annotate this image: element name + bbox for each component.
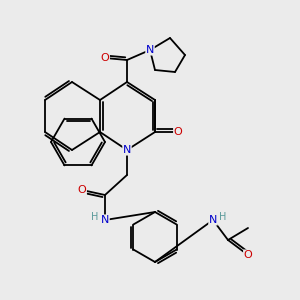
Text: H: H bbox=[219, 212, 227, 222]
Text: O: O bbox=[100, 53, 109, 63]
Text: N: N bbox=[123, 145, 131, 155]
Text: N: N bbox=[146, 45, 154, 55]
Text: H: H bbox=[91, 212, 99, 222]
Text: O: O bbox=[244, 250, 252, 260]
Text: N: N bbox=[209, 215, 217, 225]
Text: O: O bbox=[78, 185, 86, 195]
Text: N: N bbox=[101, 215, 109, 225]
Text: O: O bbox=[174, 127, 182, 137]
